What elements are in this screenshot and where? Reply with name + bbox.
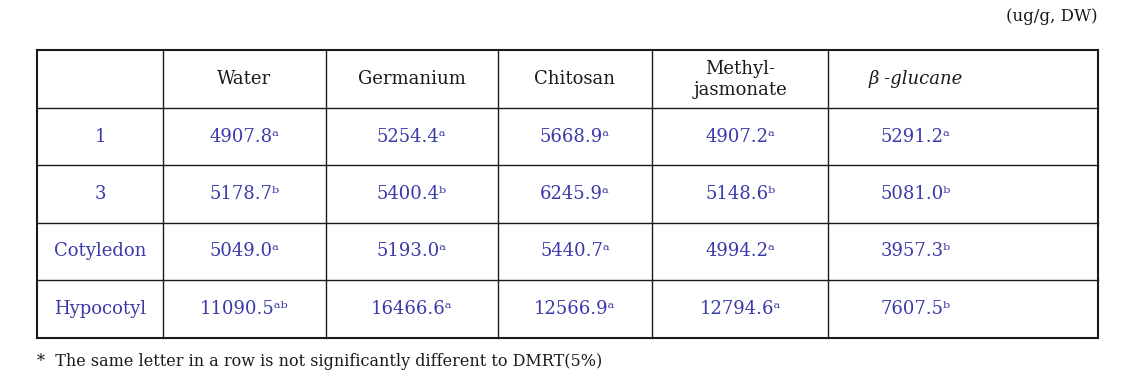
Text: 6245.9ᵃ: 6245.9ᵃ [540,185,609,203]
Text: 5049.0ᵃ: 5049.0ᵃ [209,242,279,260]
Text: 3: 3 [94,185,106,203]
Text: *  The same letter in a row is not significantly different to DMRT(5%): * The same letter in a row is not signif… [37,353,603,370]
Text: 12794.6ᵃ: 12794.6ᵃ [699,300,781,318]
Text: (ug/g, DW): (ug/g, DW) [1006,8,1098,25]
Text: 5291.2ᵃ: 5291.2ᵃ [881,128,951,146]
Text: Chitosan: Chitosan [535,70,615,88]
Text: 5440.7ᵃ: 5440.7ᵃ [540,242,609,260]
Text: 1: 1 [94,128,106,146]
Text: Water: Water [217,70,271,88]
Text: 5254.4ᵃ: 5254.4ᵃ [377,128,446,146]
Text: 5178.7ᵇ: 5178.7ᵇ [209,185,279,203]
Text: 4994.2ᵃ: 4994.2ᵃ [705,242,775,260]
Text: 16466.6ᵃ: 16466.6ᵃ [371,300,453,318]
Text: 4907.8ᵃ: 4907.8ᵃ [209,128,279,146]
Text: 5400.4ᵇ: 5400.4ᵇ [377,185,447,203]
Text: 11090.5ᵃᵇ: 11090.5ᵃᵇ [200,300,288,318]
Text: 3957.3ᵇ: 3957.3ᵇ [881,242,951,260]
Text: Hypocotyl: Hypocotyl [54,300,146,318]
Text: 5668.9ᵃ: 5668.9ᵃ [540,128,609,146]
Text: 12566.9ᵃ: 12566.9ᵃ [535,300,615,318]
Text: 5148.6ᵇ: 5148.6ᵇ [705,185,775,203]
Text: 4907.2ᵃ: 4907.2ᵃ [705,128,775,146]
Text: Methyl-
jasmonate: Methyl- jasmonate [693,60,788,99]
Text: 7607.5ᵇ: 7607.5ᵇ [881,300,951,318]
Text: Cotyledon: Cotyledon [53,242,146,260]
Text: 5193.0ᵃ: 5193.0ᵃ [377,242,447,260]
Text: 5081.0ᵇ: 5081.0ᵇ [881,185,951,203]
Text: β -glucane: β -glucane [868,70,962,88]
Text: Germanium: Germanium [358,70,465,88]
